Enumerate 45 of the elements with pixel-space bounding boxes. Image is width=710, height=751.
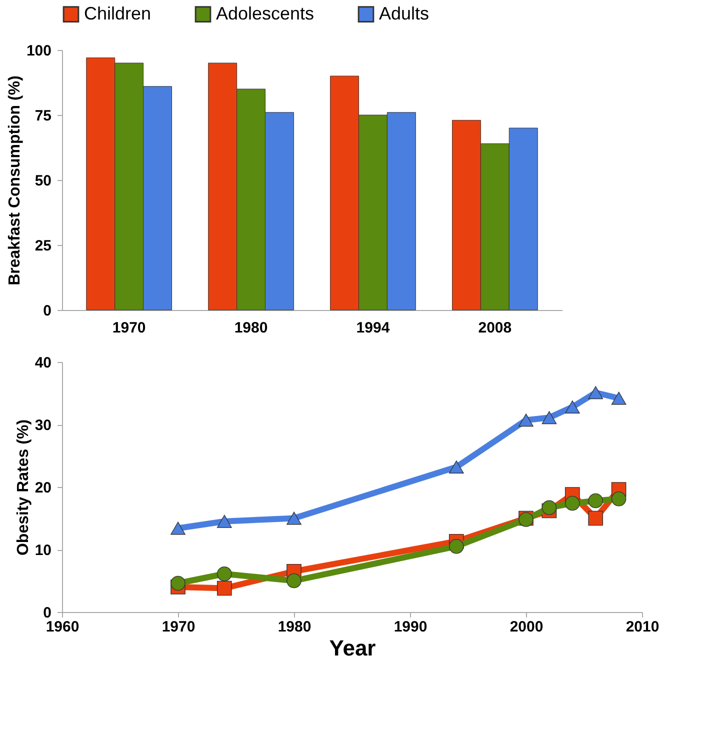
y-tick-label: 40 — [34, 354, 52, 372]
point — [286, 512, 302, 525]
point — [448, 460, 464, 474]
y-tick-label: 75 — [34, 108, 52, 124]
x-tick-label: 2008 — [478, 320, 512, 336]
x-tick-label: 1980 — [278, 618, 312, 636]
y-tick-label: 10 — [34, 542, 52, 559]
y-tick-label: 100 — [26, 42, 52, 60]
x-tick-label: 1960 — [46, 618, 80, 636]
point — [588, 493, 604, 508]
x-tick-label: 2010 — [626, 618, 660, 636]
y-axis-title: Breakfast Consumption (%) — [6, 76, 24, 286]
legend-label: Children — [84, 3, 152, 24]
point — [216, 566, 232, 582]
point — [170, 576, 186, 591]
point — [542, 411, 557, 424]
point — [542, 500, 557, 516]
point — [611, 491, 626, 506]
point — [588, 510, 604, 526]
x-tick-label: 2000 — [510, 618, 544, 636]
x-tick-label: 1994 — [356, 320, 390, 336]
point — [588, 386, 604, 400]
y-tick-label: 50 — [34, 172, 52, 190]
x-tick-label: 1990 — [394, 618, 428, 636]
point — [564, 400, 580, 414]
point — [564, 496, 580, 511]
point — [216, 514, 232, 528]
point — [216, 580, 232, 596]
legend-label: Adults — [379, 3, 430, 24]
x-tick-label: 1970 — [162, 618, 196, 636]
y-tick-label: 30 — [34, 417, 52, 434]
point — [170, 522, 186, 535]
point — [611, 392, 626, 405]
y-tick-label: 20 — [34, 480, 52, 496]
point — [286, 573, 302, 588]
x-tick-label: 1980 — [234, 320, 268, 336]
legend-label: Adolescents — [216, 3, 314, 24]
point — [448, 538, 464, 554]
x-axis-title: Year — [329, 636, 376, 660]
x-tick-label: 1970 — [112, 320, 146, 336]
point — [518, 414, 534, 427]
y-tick-label: 0 — [43, 604, 52, 622]
y-axis-title: Obesity Rates (%) — [14, 419, 32, 556]
y-tick-label: 25 — [34, 238, 52, 254]
y-tick-label: 0 — [43, 302, 52, 320]
